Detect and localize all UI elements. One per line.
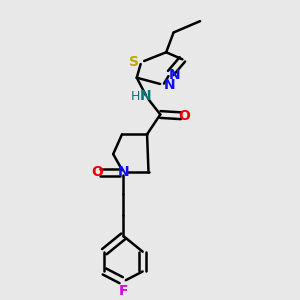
Text: F: F <box>119 284 128 298</box>
Text: N: N <box>169 68 181 82</box>
Text: S: S <box>129 55 139 69</box>
Text: O: O <box>178 109 190 123</box>
Text: H: H <box>130 90 140 103</box>
Text: N: N <box>163 78 175 92</box>
Text: N: N <box>140 89 152 103</box>
Text: O: O <box>91 166 103 179</box>
Text: N: N <box>118 166 129 179</box>
